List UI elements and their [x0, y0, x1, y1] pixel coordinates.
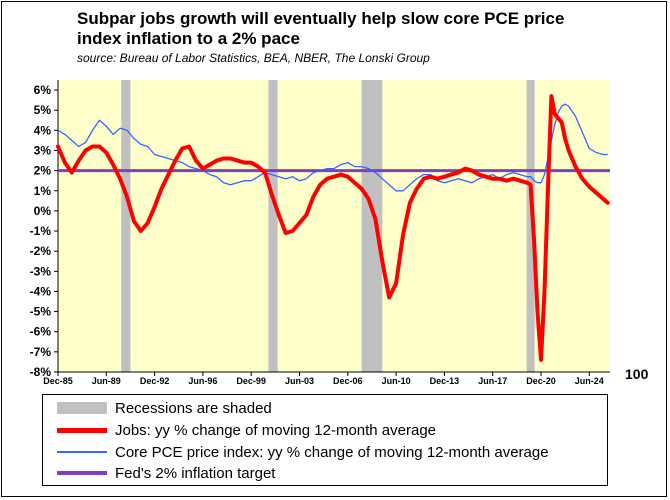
series-line-pce — [57, 103, 608, 192]
x-tick-label: Dec-13 — [430, 376, 460, 386]
legend-item-jobs: Jobs: yy % change of moving 12-month ave… — [57, 420, 436, 440]
recession-bands — [121, 80, 535, 372]
chart-area: 6% 5% 4% 3% 2% 1% 0% -1% -2% -3% -4% -5% -6% -7% -8% D… — [30, 80, 649, 386]
x-tick-label: Dec-20 — [526, 376, 556, 386]
y-tick-label: 5% — [34, 103, 52, 117]
chart-subtitle: source: Bureau of Labor Statistics, BEA,… — [77, 51, 430, 65]
legend-label-target: Fed's 2% inflation target — [115, 464, 276, 482]
legend-label-pce: Core PCE price index: yy % change of mov… — [115, 443, 549, 461]
x-tick-label: Dec-06 — [333, 376, 363, 386]
legend-swatch-target — [57, 471, 107, 475]
legend: Recessions are shaded Jobs: yy % change … — [42, 394, 608, 486]
y-tick-label: 1% — [34, 184, 52, 198]
x-tick-label: Jun-10 — [382, 376, 411, 386]
legend-swatch-pce — [57, 451, 107, 453]
legend-label-jobs: Jobs: yy % change of moving 12-month ave… — [115, 421, 437, 439]
chart-title: Subpar jobs growth will eventually help … — [77, 9, 565, 48]
x-tick-label: Jun-24 — [575, 376, 604, 386]
y-tick-label: 2% — [34, 164, 52, 178]
legend-label-recessions: Recessions are shaded — [115, 399, 272, 417]
y-tick-label: -8% — [30, 365, 52, 379]
legend-swatch-jobs — [57, 427, 107, 433]
y-tick-label: 3% — [34, 143, 52, 157]
y-tick-label: -4% — [30, 284, 52, 298]
x-tick-label: Jun-89 — [92, 376, 121, 386]
y-tick-label: 0% — [34, 204, 52, 218]
y-tick-label: -3% — [30, 264, 52, 278]
x-tick-label: Dec-92 — [140, 376, 170, 386]
series-line-jobs — [56, 94, 610, 362]
x-tick-label: Dec-85 — [43, 376, 73, 386]
y-tick-label: -1% — [30, 224, 52, 238]
legend-item-recessions: Recessions are shaded — [57, 398, 272, 418]
y-tick-labels: 6% 5% 4% 3% 2% 1% 0% -1% -2% -3% -4% -5% -6% -7% -8% — [30, 83, 52, 379]
axes — [54, 80, 610, 376]
plot-background — [58, 80, 610, 372]
y-tick-label: -6% — [30, 325, 52, 339]
legend-item-pce: Core PCE price index: yy % change of mov… — [57, 442, 549, 462]
x-tick-label: Jun-96 — [188, 376, 217, 386]
extra-label: 100 — [625, 366, 649, 382]
y-tick-label: -7% — [30, 345, 52, 359]
x-tick-label: Dec-99 — [236, 376, 266, 386]
series-layer — [56, 94, 610, 362]
y-tick-label: 6% — [34, 83, 52, 97]
y-tick-label: -2% — [30, 244, 52, 258]
x-tick-labels: Dec-85 Jun-89 Dec-92 Jun-96 Dec-99 Jun-03 Dec-… — [43, 376, 604, 386]
y-tick-label: -5% — [30, 305, 52, 319]
legend-swatch-recession — [57, 402, 107, 414]
recession-band-0 — [121, 80, 131, 372]
x-tick-label: Jun-03 — [285, 376, 314, 386]
x-tick-label: Jun-17 — [478, 376, 507, 386]
y-tick-label: 4% — [34, 123, 52, 137]
legend-item-target: Fed's 2% inflation target — [57, 463, 275, 483]
recession-band-3 — [526, 80, 535, 372]
recession-band-2 — [361, 80, 383, 372]
recession-band-1 — [268, 80, 278, 372]
